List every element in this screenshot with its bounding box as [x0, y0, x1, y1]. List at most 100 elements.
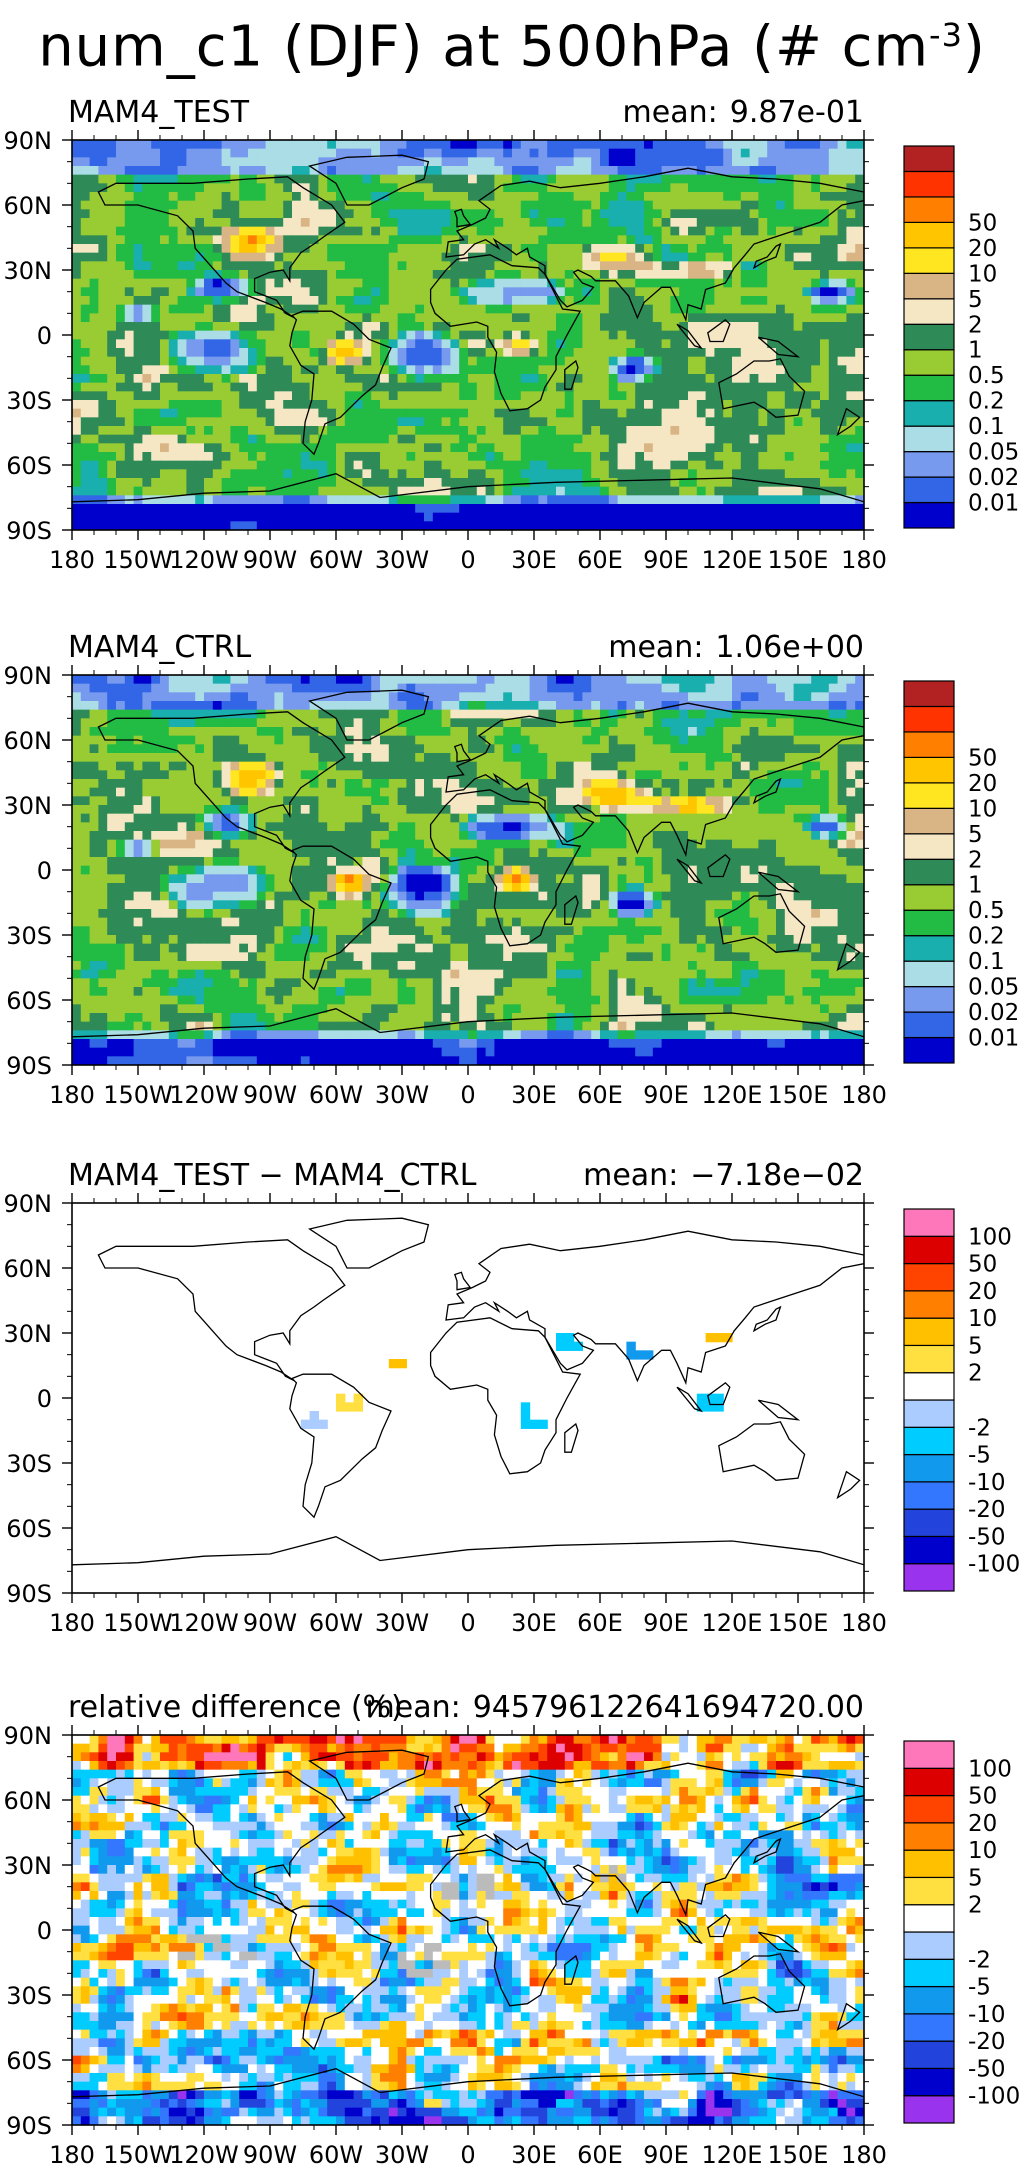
field-cell: [476, 261, 487, 271]
field-cell: [802, 296, 812, 306]
field-cell: [512, 313, 522, 323]
field-cell: [274, 365, 284, 375]
field-cell: [292, 735, 302, 745]
field-cell: [688, 365, 698, 375]
field-cell: [459, 701, 469, 711]
field-cell: [362, 330, 372, 340]
field-cell: [503, 252, 513, 262]
field-cell: [758, 226, 768, 236]
field-cell: [608, 382, 619, 392]
field-cell: [837, 709, 847, 719]
field-cell: [406, 692, 416, 702]
field-cell: [186, 391, 196, 401]
field-cell: [767, 683, 777, 693]
field-cell: [432, 443, 443, 453]
field-cell: [740, 252, 751, 262]
field-cell: [239, 322, 249, 332]
field-cell: [608, 683, 619, 693]
field-cell: [336, 727, 346, 737]
field-cell: [538, 313, 548, 323]
field-cell: [80, 148, 91, 158]
field-cell: [476, 183, 487, 193]
field-cell: [837, 218, 847, 228]
field-cell: [828, 683, 839, 693]
field-cell: [767, 252, 777, 262]
field-cell: [811, 460, 821, 470]
field-cell: [503, 460, 513, 470]
field-cell: [371, 495, 381, 505]
field-cell: [248, 261, 258, 271]
field-cell: [828, 521, 839, 530]
field-cell: [749, 727, 759, 737]
field-cell: [793, 174, 803, 184]
field-cell: [494, 166, 504, 176]
field-cell: [547, 296, 557, 306]
field-cell: [450, 192, 460, 202]
field-cell: [617, 709, 627, 719]
field-cell: [168, 382, 179, 392]
field-cell: [846, 322, 856, 332]
field-cell: [318, 469, 328, 479]
field-cell: [124, 278, 135, 288]
field-cell: [116, 709, 126, 719]
field-cell: [705, 148, 715, 158]
field-cell: [529, 157, 539, 167]
field-cell: [476, 356, 487, 366]
field-cell: [300, 226, 311, 236]
field-cell: [626, 683, 636, 693]
field-cell: [608, 270, 619, 280]
field-cell: [661, 426, 671, 436]
field-cell: [133, 486, 143, 496]
field-cell: [476, 701, 487, 711]
field-cell: [688, 683, 698, 693]
field-cell: [485, 718, 495, 728]
coastline-borneo: [707, 318, 731, 343]
field-cell: [124, 478, 135, 488]
field-cell: [784, 692, 795, 702]
field-cell: [441, 460, 451, 470]
field-cell: [89, 304, 99, 314]
field-cell: [344, 261, 355, 271]
field-cell: [573, 278, 583, 288]
field-cell: [80, 166, 91, 176]
field-cell: [397, 200, 407, 210]
field-cell: [89, 166, 99, 176]
field-cell: [644, 426, 654, 436]
field-cell: [635, 460, 645, 470]
field-cell: [600, 278, 610, 288]
field-cell: [195, 261, 205, 271]
field-cell: [283, 235, 293, 245]
field-cell: [248, 330, 258, 340]
field-cell: [820, 287, 830, 297]
field-cell: [336, 521, 346, 530]
field-cell: [767, 166, 777, 176]
field-cell: [107, 339, 117, 349]
field-cell: [512, 692, 522, 702]
field-cell: [573, 718, 583, 728]
field-cell: [441, 226, 451, 236]
field-cell: [529, 183, 539, 193]
field-cell: [160, 330, 170, 340]
field-cell: [309, 469, 319, 479]
field-cell: [283, 675, 293, 685]
field-cell: [353, 348, 363, 358]
field-cell: [450, 701, 460, 711]
field-cell: [740, 478, 751, 488]
field-cell: [107, 209, 117, 219]
field-cell: [107, 718, 117, 728]
field-cell: [221, 452, 231, 462]
field-cell: [828, 452, 839, 462]
field-cell: [424, 434, 434, 444]
field-cell: [177, 183, 187, 193]
field-cell: [362, 460, 372, 470]
field-cell: [661, 287, 671, 297]
field-cell: [538, 469, 548, 479]
field-cell: [318, 140, 328, 150]
field-cell: [529, 252, 539, 262]
field-cell: [344, 287, 355, 297]
field-cell: [468, 408, 478, 418]
field-cell: [98, 148, 108, 158]
field-cell: [538, 140, 548, 150]
field-cell: [415, 478, 425, 488]
field-cell: [494, 443, 504, 453]
